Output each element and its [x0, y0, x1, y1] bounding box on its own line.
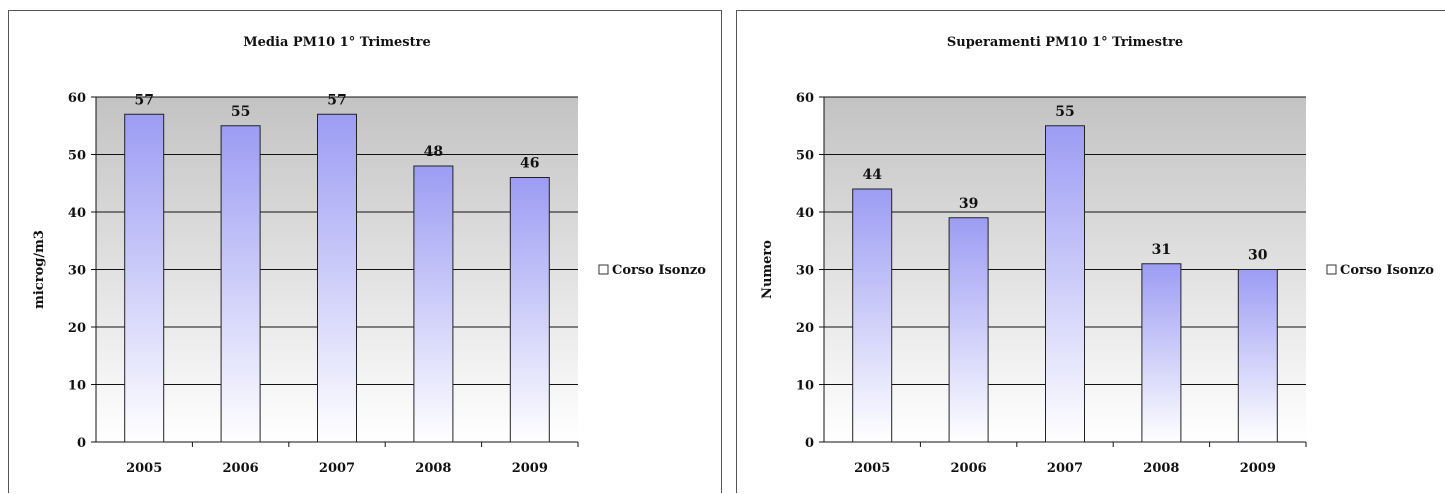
data-label-2008: 48 — [424, 144, 443, 160]
data-label-2006: 39 — [959, 196, 978, 212]
data-label-2007: 57 — [327, 92, 346, 108]
bar-2006 — [948, 217, 989, 443]
bar-2007 — [317, 113, 357, 443]
data-label-2007: 55 — [1055, 104, 1074, 120]
x-tick-label-2006: 2006 — [223, 461, 259, 476]
x-tick-label-2007: 2007 — [1047, 461, 1083, 476]
bar-2007 — [1045, 125, 1085, 443]
y-axis-label: Numero — [760, 240, 775, 299]
bar-2009 — [509, 177, 550, 443]
data-label-2009: 30 — [1248, 248, 1268, 264]
x-tick-label-2005: 2005 — [854, 461, 890, 476]
data-label-2005: 44 — [862, 167, 882, 183]
x-tick-label-2009: 2009 — [512, 461, 548, 476]
x-tick-label-2005: 2005 — [126, 461, 162, 476]
y-tick-label: 0 — [77, 436, 86, 451]
bar-2008 — [413, 165, 454, 443]
legend-swatch — [598, 264, 609, 275]
y-tick-label: 10 — [796, 379, 814, 394]
y-tick-label: 30 — [68, 264, 86, 279]
y-tick-label: 60 — [796, 91, 814, 106]
chart-title: Media PM10 1° Trimestre — [243, 35, 430, 50]
y-axis-label: microg/m3 — [32, 230, 47, 309]
y-tick-label: 30 — [796, 264, 814, 279]
chart-svg-media: Media PM10 1° Trimestre 0 10 20 30 40 50 60 micr… — [32, 35, 706, 476]
bar-2005 — [124, 113, 165, 443]
y-tick-label: 20 — [68, 321, 86, 336]
y-tick-label: 50 — [68, 149, 86, 164]
legend-swatch — [1326, 264, 1337, 275]
x-tick-label-2008: 2008 — [415, 461, 451, 476]
y-tick-label: 60 — [68, 91, 86, 106]
data-label-2005: 57 — [134, 92, 153, 108]
bar-2005 — [852, 188, 893, 443]
chart-panel-media: Media PM10 1° Trimestre 0 10 20 30 40 50 60 micr… — [8, 10, 722, 493]
bar-2008 — [1141, 263, 1182, 443]
y-tick-label: 40 — [796, 206, 814, 221]
x-tick-label-2008: 2008 — [1143, 461, 1179, 476]
y-tick-label: 50 — [796, 149, 814, 164]
y-tick-label: 40 — [68, 206, 86, 221]
x-tick-label-2007: 2007 — [319, 461, 355, 476]
data-label-2009: 46 — [520, 156, 539, 172]
legend-label: Corso Isonzo — [612, 263, 706, 278]
y-tick-label: 0 — [805, 436, 814, 451]
chart-svg-superamenti: Superamenti PM10 1° Trimestre 0 10 20 30 40 50… — [760, 35, 1434, 476]
x-tick-label-2009: 2009 — [1240, 461, 1276, 476]
chart-title: Superamenti PM10 1° Trimestre — [947, 35, 1183, 50]
y-tick-label: 10 — [68, 379, 86, 394]
y-tick-label: 20 — [796, 321, 814, 336]
legend-label: Corso Isonzo — [1340, 263, 1434, 278]
bar-2006 — [220, 125, 261, 443]
bar-2009 — [1237, 269, 1278, 443]
chart-panel-superamenti: Superamenti PM10 1° Trimestre 0 10 20 30 40 50… — [736, 10, 1445, 493]
data-label-2006: 55 — [231, 104, 250, 120]
x-tick-label-2006: 2006 — [951, 461, 987, 476]
data-label-2008: 31 — [1152, 242, 1171, 258]
